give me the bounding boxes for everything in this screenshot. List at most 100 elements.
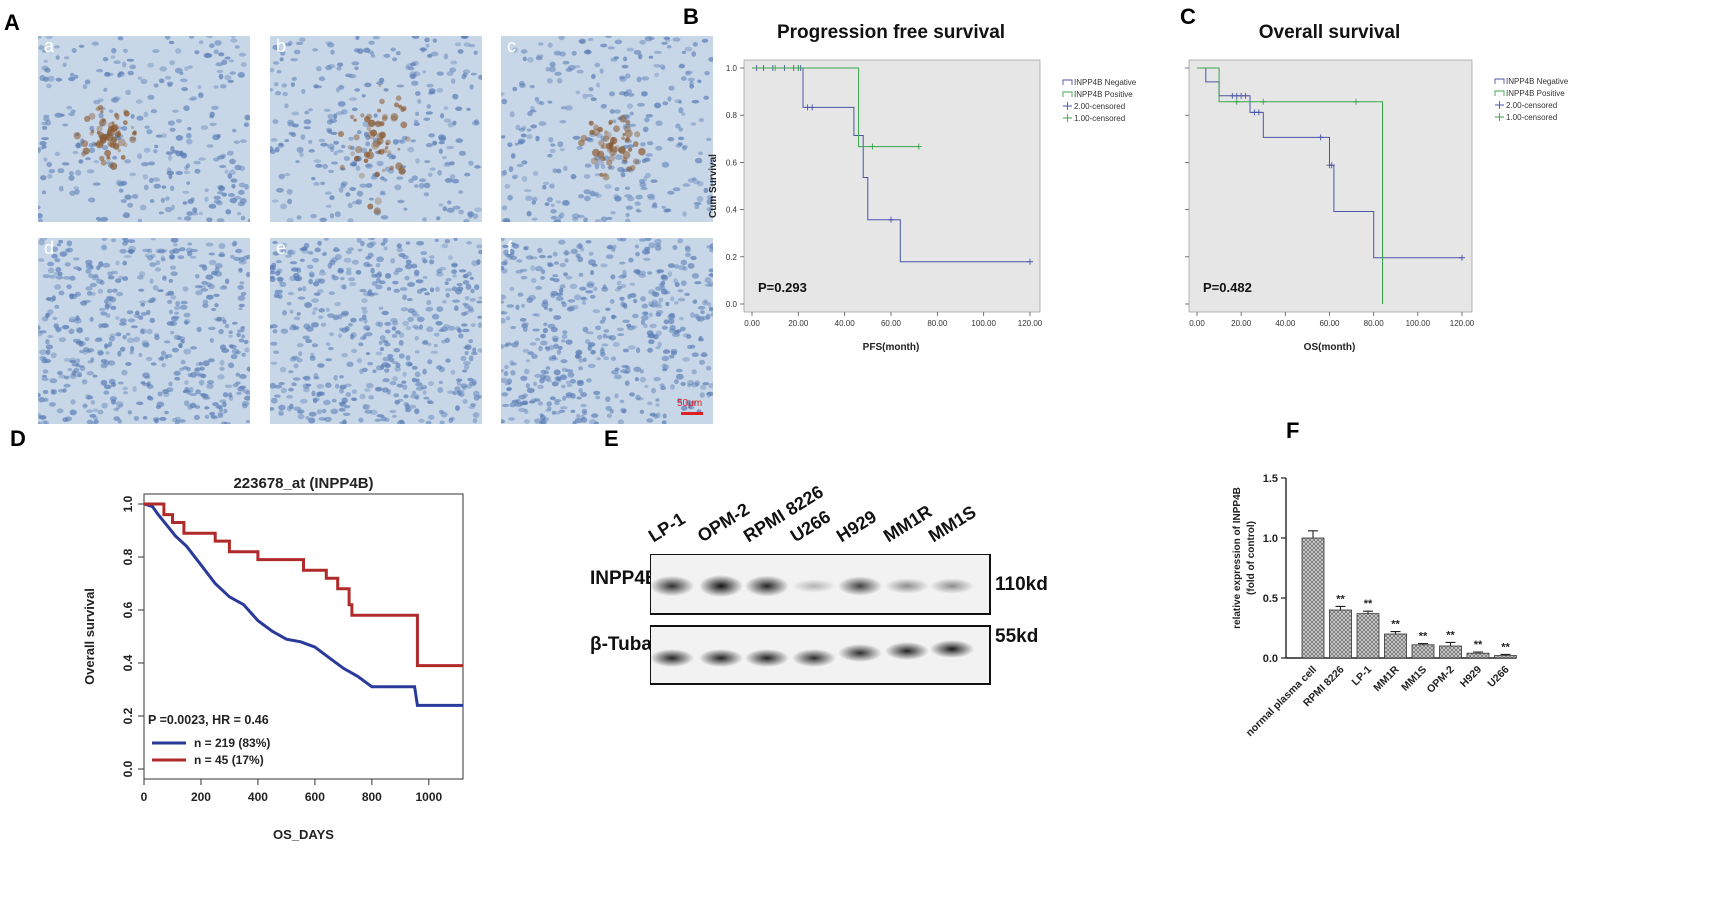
cell-nucleus [280,328,289,334]
cell-nucleus [646,141,654,146]
cell-nucleus [152,285,159,291]
cell-nucleus [553,261,559,265]
cell-nucleus [588,259,596,266]
cell-nucleus [435,321,443,326]
y-tick-label: 0.4 [121,654,135,671]
cell-nucleus [602,333,608,339]
y-tick-label: 0.0 [726,300,738,309]
cell-nucleus [436,87,443,93]
cell-nucleus [544,346,550,350]
cell-nucleus [189,402,197,408]
cell-nucleus [425,306,434,312]
blot-row-label-inpp4b: INPP4B [590,568,659,589]
cell-nucleus [130,346,135,352]
cell-nucleus [119,248,127,254]
cell-nucleus [38,397,45,403]
cell-nucleus [701,38,709,43]
cell-nucleus [393,270,399,276]
cell-nucleus [464,350,469,356]
y-tick-label: 0.0 [121,760,135,777]
cell-nucleus [230,178,238,183]
cell-nucleus [241,334,246,339]
cell-nucleus [535,135,540,142]
brown-stain-spot [597,126,603,133]
cell-nucleus [623,370,630,375]
cell-nucleus [101,402,108,409]
cell-nucleus [575,349,583,356]
cell-nucleus [678,63,685,69]
bar [1466,652,1490,659]
cell-nucleus [606,413,612,418]
cell-nucleus [560,106,567,110]
cell-nucleus [548,137,554,143]
cell-nucleus [647,401,653,406]
cell-nucleus [358,342,364,347]
cell-nucleus [438,148,443,154]
cell-nucleus [404,275,410,281]
significance-mark: ** [1391,619,1400,631]
cell-nucleus [600,164,606,170]
cell-nucleus [243,122,249,127]
western-blot: LP-1 OPM-2 RPMI 8226 U266 H929 MM1R MM1S INPP4… [590,470,1100,710]
cell-nucleus [54,304,60,309]
cell-nucleus [342,419,347,424]
cell-nucleus [296,358,303,363]
cell-nucleus [511,399,519,404]
cell-nucleus [530,256,538,260]
cell-nucleus [611,356,616,361]
cell-nucleus [534,313,541,317]
brown-stain-spot [84,115,91,122]
cell-nucleus [142,372,150,379]
cell-nucleus [708,268,713,273]
cell-nucleus [366,292,375,296]
cell-nucleus [103,384,112,390]
cell-nucleus [329,146,335,152]
cell-nucleus [73,317,82,324]
cell-nucleus [572,135,581,140]
cell-nucleus [462,274,469,279]
cell-nucleus [69,360,77,364]
cell-nucleus [530,398,537,403]
cell-nucleus [526,297,533,303]
cell-nucleus [139,204,147,211]
brown-stain-spot [632,158,640,165]
cell-nucleus [527,111,533,117]
cell-nucleus [112,288,118,293]
cell-nucleus [75,327,83,333]
cell-nucleus [274,384,282,389]
cell-nucleus [602,284,607,290]
cell-nucleus [501,92,505,96]
cell-nucleus [638,270,646,276]
cell-nucleus [318,278,326,284]
cell-nucleus [43,157,48,162]
cell-nucleus [507,142,513,147]
cell-nucleus [202,299,209,305]
cell-nucleus [246,366,250,372]
cell-nucleus [316,393,321,398]
cell-nucleus [600,135,605,141]
cell-nucleus [341,144,346,149]
cell-nucleus [176,335,182,341]
cell-nucleus [183,348,192,355]
cell-nucleus [429,167,436,171]
cell-nucleus [145,356,153,362]
scale-bar [681,412,703,415]
cell-nucleus [582,93,588,100]
cell-nucleus [547,100,553,104]
cell-nucleus [415,279,424,284]
cell-nucleus [276,48,281,53]
cell-nucleus [123,255,132,258]
cell-nucleus [149,262,157,267]
cell-nucleus [627,92,635,97]
cell-nucleus [308,271,315,278]
cell-nucleus [238,260,247,265]
cell-nucleus [58,239,63,244]
cell-nucleus [101,145,109,151]
cell-nucleus [56,408,64,414]
cell-nucleus [333,314,340,320]
cell-nucleus [117,71,125,77]
cell-nucleus [350,397,358,401]
cell-nucleus [565,275,573,280]
cell-nucleus [625,114,631,119]
cell-nucleus [227,193,235,197]
